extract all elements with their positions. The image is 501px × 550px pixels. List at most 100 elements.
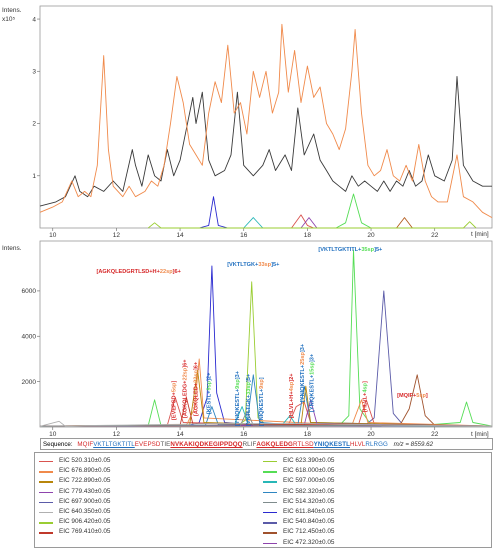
sequence-segments: MQIFVKTLTGKTITLEVEPSDTIENVKAKIQDKEGIPPDQ…	[77, 441, 388, 448]
bottom-x-tick-label: 16	[240, 431, 248, 438]
annotation-part: ]	[194, 368, 200, 370]
annotation-part: [VKTLTGKTITL+	[318, 247, 362, 253]
annotation-part: 6+	[194, 361, 200, 368]
legend-label: EIC 779.430±0.05	[59, 487, 111, 495]
bottom-x-tick-label: 10	[49, 431, 57, 438]
legend-label: EIC 472.320±0.05	[283, 538, 335, 546]
bottom-ylabel: Intens.	[2, 245, 22, 252]
legend-label: EIC 722.890±0.05	[59, 477, 111, 485]
legend-label: EIC 611.840±0.05	[283, 507, 334, 515]
legend-label: EIC 623.390±0.05	[283, 457, 335, 464]
bottom-series-line-7	[39, 374, 493, 427]
annotation-part: 4sp	[289, 381, 295, 391]
annotation-part: 15sp	[310, 362, 316, 375]
annotation-part: ]	[300, 350, 306, 352]
annotation-part: 2+	[289, 373, 295, 380]
top-x-tick-label: 22	[431, 232, 439, 239]
sequence-segment: AGKQLEDG	[256, 441, 293, 448]
bottom-plot-frame	[39, 240, 493, 428]
annotation-part: ]	[289, 380, 295, 382]
peak-annotation-7: [KESTL+9sp]2+	[206, 372, 212, 414]
legend-label: EIC 597.000±0.05	[283, 477, 335, 485]
bottom-series-line-4	[39, 374, 493, 427]
bottom-series-line-10	[39, 399, 493, 427]
bottom-x-tick-label: 20	[367, 431, 375, 438]
annotation-part: [YNIQKESTL+	[235, 388, 241, 426]
legend-swatch	[39, 461, 53, 463]
bottom-x-tick-label: 18	[304, 431, 312, 438]
legend-item: EIC 520.310±0.05	[35, 456, 255, 466]
annotation-part: 4sp	[362, 382, 368, 392]
annotation-part: 5+	[376, 247, 383, 253]
legend-item: EIC 472.320±0.05	[259, 538, 479, 548]
peak-annotation-0: [VKTLTGK+33sp]5+	[227, 262, 280, 268]
bottom-series-line-0	[39, 265, 493, 427]
bottom-xlabel: t [min]	[471, 431, 489, 438]
top-ylabel: Intens.	[2, 7, 22, 14]
legend-swatch	[39, 491, 53, 493]
sequence-segment: RTLSD	[292, 441, 314, 448]
legend-item: EIC 779.430±0.05	[35, 487, 255, 497]
legend-item: EIC 697.900±0.05	[35, 497, 255, 507]
annotation-part: ]	[173, 269, 175, 275]
peak-annotation-2: [VKTLTGKTITL+35sp]5+	[318, 247, 383, 253]
top-series-line-3	[335, 193, 372, 229]
top-x-tick-label: 20	[367, 232, 375, 239]
annotation-part: [AGKQLEDGRTLSD+H+	[96, 269, 160, 275]
top-series-line-6	[243, 217, 264, 229]
peak-annotation-14: [HLVL+4sp]	[362, 381, 368, 412]
bottom-series-line-5	[39, 397, 493, 427]
annotation-part: 22sp	[160, 269, 173, 275]
legend-swatch	[39, 481, 53, 483]
top-x-tick-label: 18	[304, 232, 312, 239]
legend-swatch	[263, 471, 277, 473]
bottom-series-line-12	[39, 410, 493, 427]
peak-annotation-3: [MQIF+5sp]	[397, 393, 428, 399]
legend-item: EIC 676.890±0.05	[35, 466, 255, 476]
annotation-part: 9sp	[259, 379, 265, 389]
legend-item: EIC 640.350±0.05	[35, 507, 255, 517]
legend-label: EIC 676.890±0.05	[59, 467, 111, 475]
sequence-segment: VKTLTGKTITL	[93, 441, 135, 448]
annotation-part: ]	[235, 377, 241, 379]
annotation-part: 33sp	[246, 382, 252, 395]
sequence-segment: HLVL	[349, 441, 366, 448]
annotation-part: 3+	[235, 370, 241, 377]
legend-swatch	[39, 501, 53, 504]
annotation-part: 5sp	[416, 393, 426, 399]
annotation-part: [AGKQLEDG+	[182, 380, 188, 418]
annotation-part: 6+	[182, 359, 188, 366]
legend-item: EIC 540.840±0.05	[259, 517, 479, 527]
legend-swatch	[39, 522, 53, 524]
sequence-bar: Sequence: MQIFVKTLTGKTITLEVEPSDTIENVKAKI…	[40, 438, 493, 450]
annotation-part: 9sp	[235, 379, 241, 389]
top-x-tick-label: 16	[240, 232, 248, 239]
sequence-segment: EVEPSD	[134, 441, 161, 448]
legend-swatch	[39, 532, 53, 534]
top-series-line-7	[396, 217, 413, 229]
legend-swatch	[263, 522, 277, 524]
annotation-part: ]	[426, 393, 428, 399]
peak-annotation-5: [AGKQLEDG+22sp]6+	[182, 359, 188, 418]
eic-legend: EIC 520.310±0.05 EIC 676.890±0.05 EIC 722.…	[34, 452, 492, 548]
top-y-tick-label: 3	[32, 68, 36, 75]
bottom-series-line-3	[39, 290, 493, 427]
legend-label: EIC 520.310±0.05	[59, 457, 111, 464]
legend-column-right: EIC 623.390±0.05 EIC 618.000±0.05 EIC 597.…	[259, 456, 479, 548]
annotation-part: [VKTLTGK+	[227, 262, 259, 268]
legend-item: EIC 906.420±0.05	[35, 517, 255, 527]
peak-annotation-11: [HLVL+H+4sp]2+	[289, 373, 295, 418]
top-series-line-8	[147, 221, 477, 229]
annotation-part: ]	[182, 366, 188, 368]
annotation-part: 6+	[174, 269, 181, 275]
annotation-part: [HLVL+H+	[289, 391, 295, 418]
top-y-tick-label: 1	[32, 173, 36, 180]
legend-label: EIC 540.840±0.05	[283, 518, 335, 526]
annotation-part: 2+	[206, 372, 212, 379]
legend-swatch	[39, 511, 53, 514]
peak-annotation-10: [YNIQKESTL+9sp]	[259, 377, 265, 426]
annotation-part: ]	[259, 377, 265, 379]
peak-annotation-9: [VKTLTGK+33sp]5+	[246, 373, 252, 426]
legend-label: EIC 640.350±0.05	[59, 507, 111, 515]
